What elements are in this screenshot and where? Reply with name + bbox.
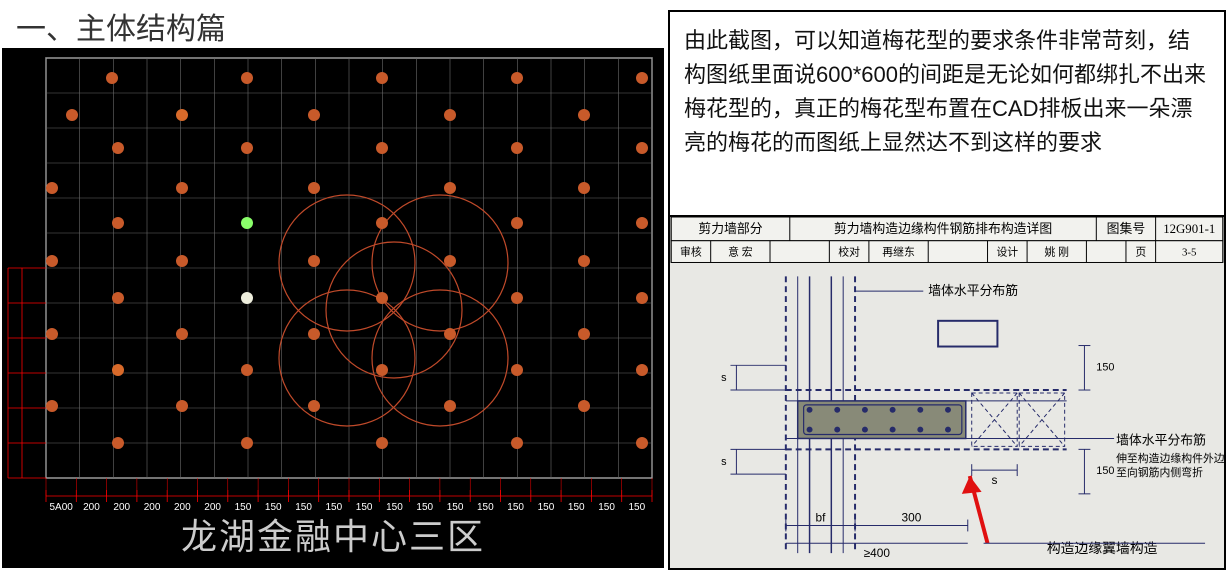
svg-text:剪力墙构造边缘构件钢筋排布构造详图: 剪力墙构造边缘构件钢筋排布构造详图 [834,221,1052,236]
cad-drawing-panel: 5A00200200200200200150150150150150150150… [2,48,664,568]
svg-text:12G901-1: 12G901-1 [1163,222,1215,236]
svg-text:墙体水平分布筋: 墙体水平分布筋 [928,283,1018,298]
svg-text:至向钢筋内侧弯折: 至向钢筋内侧弯折 [1116,465,1203,479]
svg-text:校对: 校对 [838,245,860,259]
explanation-text-panel: 由此截图，可以知道梅花型的要求条件非常苛刻，结构图纸里面说600*600的间距是… [668,10,1226,220]
svg-text:审核: 审核 [680,245,702,259]
svg-text:剪力墙部分: 剪力墙部分 [698,221,762,236]
detail-svg: 剪力墙部分 剪力墙构造边缘构件钢筋排布构造详图 图集号 12G901-1 审核 意 宏 校对… [670,217,1224,568]
svg-text:图集号: 图集号 [1107,221,1146,236]
svg-text:s: s [721,372,727,384]
svg-text:300: 300 [902,511,922,525]
cad-svg: 5A00200200200200200150150150150150150150… [2,48,664,568]
svg-text:墙体水平分布筋: 墙体水平分布筋 [1116,432,1206,447]
svg-text:bf: bf [815,511,826,525]
svg-text:3-5: 3-5 [1182,247,1196,259]
cad-project-title: 龙湖金融中心三区 [2,508,664,560]
page-title: 一、主体结构篇 [16,4,226,48]
svg-text:s: s [721,456,727,468]
structural-detail-panel: 剪力墙部分 剪力墙构造边缘构件钢筋排布构造详图 图集号 12G901-1 审核 意 宏 校对… [668,215,1226,570]
svg-text:设计: 设计 [996,246,1018,259]
svg-text:≥400: ≥400 [864,546,891,560]
svg-text:再继东: 再继东 [882,246,915,259]
svg-text:姚 刚: 姚 刚 [1045,245,1069,259]
svg-text:伸至构造边缘构件外边: 伸至构造边缘构件外边 [1116,451,1224,465]
explanation-text: 由此截图，可以知道梅花型的要求条件非常苛刻，结构图纸里面说600*600的间距是… [684,28,1206,155]
svg-text:意 宏: 意 宏 [728,245,753,259]
svg-text:150: 150 [1096,465,1114,477]
svg-text:页: 页 [1135,247,1146,259]
svg-text:s: s [991,473,997,487]
svg-text:150: 150 [1096,361,1114,373]
